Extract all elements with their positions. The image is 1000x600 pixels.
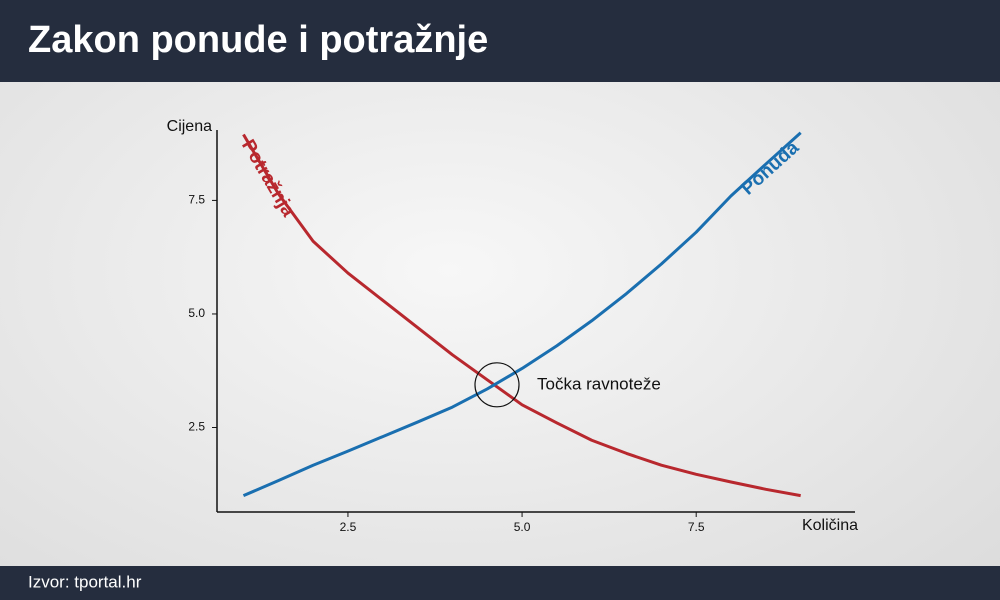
source: Izvor: tportal.hr [28, 572, 142, 591]
header-bar [0, 0, 1000, 82]
annotation: Točka ravnoteže [537, 374, 661, 393]
x-tick-label: 2.5 [340, 520, 357, 534]
y-tick-label: 2.5 [188, 420, 205, 434]
x-axis-label: Količina [802, 517, 858, 534]
equilibrium-marker [474, 362, 520, 408]
y-tick-label: 7.5 [188, 193, 205, 207]
line-series [242, 133, 801, 498]
x-tick-label: 7.5 [688, 520, 705, 534]
y-axis-label: Cijena [167, 118, 212, 135]
footer-bar [0, 566, 1000, 600]
page-title: Zakon ponude i potražnje [28, 19, 488, 61]
x-tick-label: 5.0 [514, 520, 531, 534]
line-series [242, 131, 802, 498]
y-tick-label: 5.0 [188, 306, 205, 320]
